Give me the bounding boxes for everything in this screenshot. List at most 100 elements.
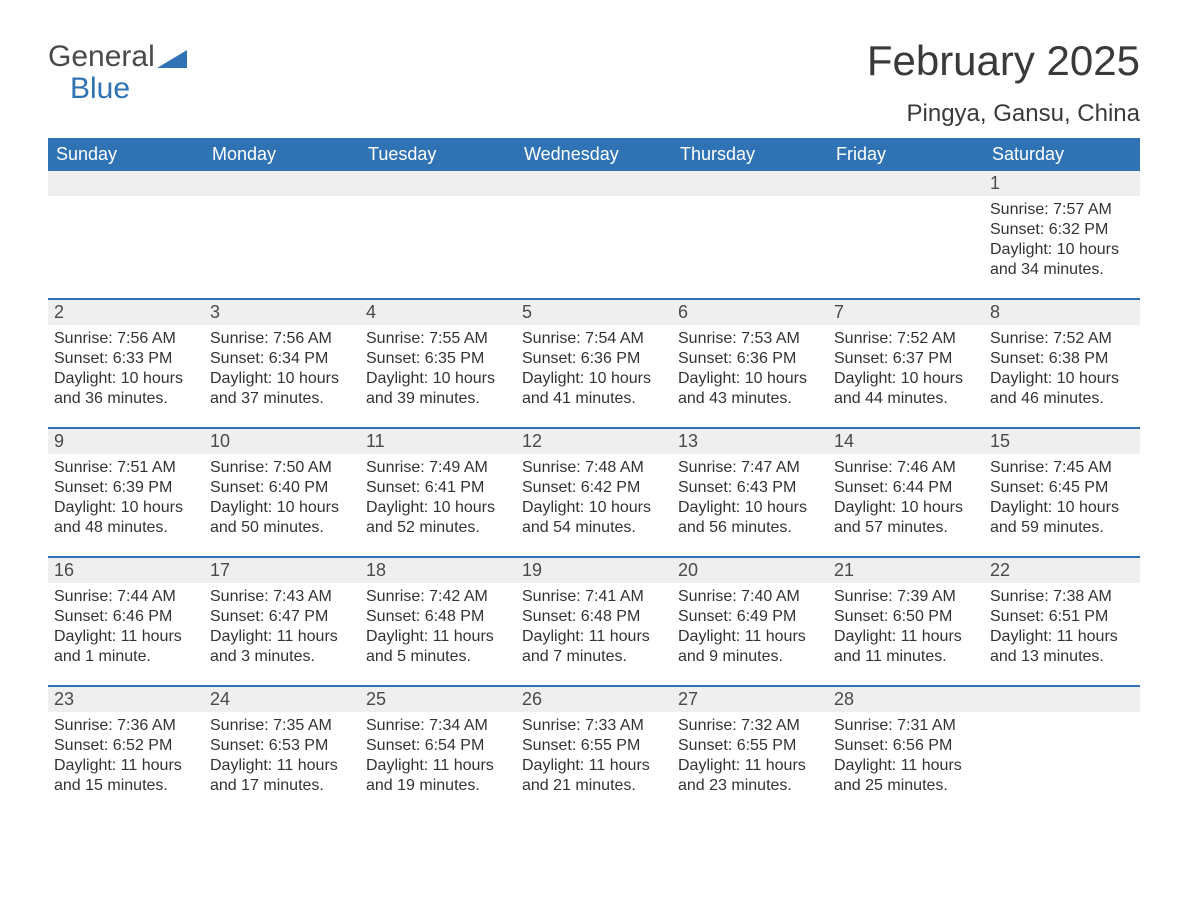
day-cell (672, 196, 828, 298)
day-number: 19 (516, 558, 672, 583)
dow-saturday: Saturday (984, 138, 1140, 171)
sunset-text: Sunset: 6:46 PM (54, 607, 198, 627)
daylight-text: and 54 minutes. (522, 518, 666, 538)
daylight-text: Daylight: 10 hours (54, 498, 198, 518)
dow-friday: Friday (828, 138, 984, 171)
sunrise-text: Sunrise: 7:51 AM (54, 458, 198, 478)
day-cell (360, 196, 516, 298)
day-cell: Sunrise: 7:46 AM Sunset: 6:44 PM Dayligh… (828, 454, 984, 556)
sunrise-text: Sunrise: 7:47 AM (678, 458, 822, 478)
day-number: 14 (828, 429, 984, 454)
sunrise-text: Sunrise: 7:32 AM (678, 716, 822, 736)
day-cell: Sunrise: 7:56 AM Sunset: 6:33 PM Dayligh… (48, 325, 204, 427)
sunset-text: Sunset: 6:52 PM (54, 736, 198, 756)
daylight-text: and 46 minutes. (990, 389, 1134, 409)
daylight-text: and 37 minutes. (210, 389, 354, 409)
day-number: 18 (360, 558, 516, 583)
day-number: 12 (516, 429, 672, 454)
sunrise-text: Sunrise: 7:35 AM (210, 716, 354, 736)
day-number: 10 (204, 429, 360, 454)
day-cell (828, 196, 984, 298)
day-cell: Sunrise: 7:56 AM Sunset: 6:34 PM Dayligh… (204, 325, 360, 427)
daylight-text: and 17 minutes. (210, 776, 354, 796)
sunset-text: Sunset: 6:34 PM (210, 349, 354, 369)
sunset-text: Sunset: 6:49 PM (678, 607, 822, 627)
sunset-text: Sunset: 6:41 PM (366, 478, 510, 498)
sunrise-text: Sunrise: 7:43 AM (210, 587, 354, 607)
sunset-text: Sunset: 6:36 PM (522, 349, 666, 369)
day-cell: Sunrise: 7:52 AM Sunset: 6:37 PM Dayligh… (828, 325, 984, 427)
sunset-text: Sunset: 6:39 PM (54, 478, 198, 498)
day-number (984, 687, 1140, 712)
day-cell (48, 196, 204, 298)
calendar-page: General Blue February 2025 Pingya, Gansu… (0, 0, 1188, 814)
daylight-text: Daylight: 10 hours (210, 498, 354, 518)
day-number (48, 171, 204, 196)
daylight-text: Daylight: 10 hours (834, 369, 978, 389)
day-number: 25 (360, 687, 516, 712)
daylight-text: and 48 minutes. (54, 518, 198, 538)
day-body-row: Sunrise: 7:56 AM Sunset: 6:33 PM Dayligh… (48, 325, 1140, 427)
day-cell: Sunrise: 7:43 AM Sunset: 6:47 PM Dayligh… (204, 583, 360, 685)
daylight-text: and 34 minutes. (990, 260, 1134, 280)
sunrise-text: Sunrise: 7:41 AM (522, 587, 666, 607)
day-cell: Sunrise: 7:33 AM Sunset: 6:55 PM Dayligh… (516, 712, 672, 814)
sunrise-text: Sunrise: 7:34 AM (366, 716, 510, 736)
daylight-text: Daylight: 10 hours (522, 369, 666, 389)
sunrise-text: Sunrise: 7:56 AM (54, 329, 198, 349)
sunset-text: Sunset: 6:45 PM (990, 478, 1134, 498)
day-cell: Sunrise: 7:53 AM Sunset: 6:36 PM Dayligh… (672, 325, 828, 427)
sunrise-text: Sunrise: 7:55 AM (366, 329, 510, 349)
day-number: 3 (204, 300, 360, 325)
dow-tuesday: Tuesday (360, 138, 516, 171)
day-body-row: Sunrise: 7:51 AM Sunset: 6:39 PM Dayligh… (48, 454, 1140, 556)
sunset-text: Sunset: 6:51 PM (990, 607, 1134, 627)
day-number (516, 171, 672, 196)
daylight-text: and 15 minutes. (54, 776, 198, 796)
day-body-row: Sunrise: 7:57 AM Sunset: 6:32 PM Dayligh… (48, 196, 1140, 298)
daylight-text: and 23 minutes. (678, 776, 822, 796)
day-number-row: 23 24 25 26 27 28 (48, 687, 1140, 712)
sunset-text: Sunset: 6:38 PM (990, 349, 1134, 369)
sunset-text: Sunset: 6:32 PM (990, 220, 1134, 240)
day-number: 23 (48, 687, 204, 712)
day-number (828, 171, 984, 196)
day-body-row: Sunrise: 7:36 AM Sunset: 6:52 PM Dayligh… (48, 712, 1140, 814)
daylight-text: and 1 minute. (54, 647, 198, 667)
day-body-row: Sunrise: 7:44 AM Sunset: 6:46 PM Dayligh… (48, 583, 1140, 685)
daylight-text: and 13 minutes. (990, 647, 1134, 667)
day-number (672, 171, 828, 196)
daylight-text: and 25 minutes. (834, 776, 978, 796)
brand-flag-icon (157, 44, 187, 78)
day-number: 4 (360, 300, 516, 325)
day-number: 20 (672, 558, 828, 583)
sunrise-text: Sunrise: 7:33 AM (522, 716, 666, 736)
daylight-text: Daylight: 10 hours (678, 498, 822, 518)
sunset-text: Sunset: 6:55 PM (678, 736, 822, 756)
daylight-text: and 50 minutes. (210, 518, 354, 538)
daylight-text: Daylight: 11 hours (522, 756, 666, 776)
location-subtitle: Pingya, Gansu, China (867, 100, 1140, 128)
daylight-text: Daylight: 11 hours (210, 756, 354, 776)
daylight-text: and 59 minutes. (990, 518, 1134, 538)
day-number: 6 (672, 300, 828, 325)
day-cell: Sunrise: 7:38 AM Sunset: 6:51 PM Dayligh… (984, 583, 1140, 685)
sunrise-text: Sunrise: 7:31 AM (834, 716, 978, 736)
daylight-text: and 5 minutes. (366, 647, 510, 667)
day-cell: Sunrise: 7:44 AM Sunset: 6:46 PM Dayligh… (48, 583, 204, 685)
sunset-text: Sunset: 6:35 PM (366, 349, 510, 369)
day-cell: Sunrise: 7:31 AM Sunset: 6:56 PM Dayligh… (828, 712, 984, 814)
brand-word-general: General (48, 40, 155, 74)
daylight-text: Daylight: 11 hours (366, 756, 510, 776)
day-cell: Sunrise: 7:49 AM Sunset: 6:41 PM Dayligh… (360, 454, 516, 556)
daylight-text: Daylight: 10 hours (990, 498, 1134, 518)
daylight-text: and 44 minutes. (834, 389, 978, 409)
sunrise-text: Sunrise: 7:42 AM (366, 587, 510, 607)
sunset-text: Sunset: 6:53 PM (210, 736, 354, 756)
day-cell: Sunrise: 7:54 AM Sunset: 6:36 PM Dayligh… (516, 325, 672, 427)
day-cell: Sunrise: 7:57 AM Sunset: 6:32 PM Dayligh… (984, 196, 1140, 298)
day-number: 26 (516, 687, 672, 712)
daylight-text: and 19 minutes. (366, 776, 510, 796)
sunrise-text: Sunrise: 7:52 AM (834, 329, 978, 349)
sunrise-text: Sunrise: 7:46 AM (834, 458, 978, 478)
